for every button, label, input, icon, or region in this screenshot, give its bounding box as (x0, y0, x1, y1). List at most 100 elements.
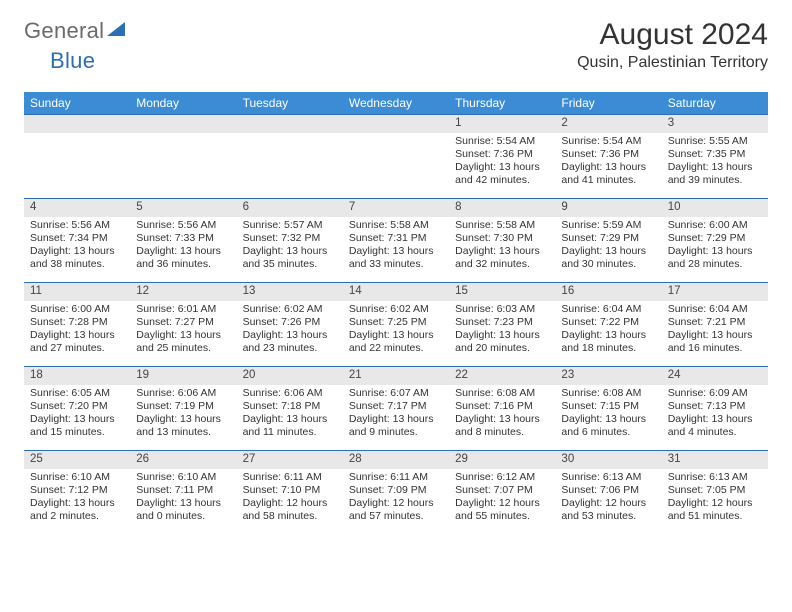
daylight-text: Daylight: 13 hours and 27 minutes. (30, 329, 124, 355)
day-body: Sunrise: 6:06 AMSunset: 7:18 PMDaylight:… (237, 385, 343, 446)
daylight-text: Daylight: 12 hours and 55 minutes. (455, 497, 549, 523)
day-number: 24 (662, 367, 768, 385)
day-cell: 6Sunrise: 5:57 AMSunset: 7:32 PMDaylight… (237, 198, 343, 282)
daylight-text: Daylight: 13 hours and 41 minutes. (561, 161, 655, 187)
day-cell: 15 Sunrise: 6:03 AMSunset: 7:23 PMDayligh… (449, 282, 555, 366)
day-cell: 13Sunrise: 6:02 AMSunset: 7:26 PMDayligh… (237, 282, 343, 366)
day-number: 19 (130, 367, 236, 385)
day-body: Sunrise: 6:08 AMSunset: 7:16 PMDaylight:… (449, 385, 555, 446)
daylight-text: Daylight: 12 hours and 51 minutes. (668, 497, 762, 523)
sunset-text: Sunset: 7:34 PM (30, 232, 124, 245)
day-body: Sunrise: 6:11 AMSunset: 7:10 PMDaylight:… (237, 469, 343, 530)
day-number: 14 (343, 283, 449, 301)
day-body: Sunrise: 6:06 AMSunset: 7:19 PMDaylight:… (130, 385, 236, 446)
daylight-text: Daylight: 13 hours and 18 minutes. (561, 329, 655, 355)
sunset-text: Sunset: 7:05 PM (668, 484, 762, 497)
sunrise-text: Sunrise: 6:13 AM (668, 471, 762, 484)
day-body: Sunrise: 6:02 AMSunset: 7:26 PMDaylight:… (237, 301, 343, 362)
daylight-text: Daylight: 13 hours and 8 minutes. (455, 413, 549, 439)
daylight-text: Daylight: 13 hours and 16 minutes. (668, 329, 762, 355)
day-number: 20 (237, 367, 343, 385)
weekday-header: Monday (130, 92, 236, 114)
day-body: Sunrise: 6:04 AMSunset: 7:21 PMDaylight:… (662, 301, 768, 362)
day-number: 16 (555, 283, 661, 301)
sunrise-text: Sunrise: 6:02 AM (243, 303, 337, 316)
daylight-text: Daylight: 13 hours and 11 minutes. (243, 413, 337, 439)
location-subtitle: Qusin, Palestinian Territory (577, 54, 768, 72)
sunset-text: Sunset: 7:21 PM (668, 316, 762, 329)
day-cell: 29Sunrise: 6:12 AMSunset: 7:07 PMDayligh… (449, 450, 555, 534)
sunset-text: Sunset: 7:23 PM (455, 316, 549, 329)
day-cell: 2Sunrise: 5:54 AMSunset: 7:36 PMDaylight… (555, 114, 661, 198)
sunset-text: Sunset: 7:35 PM (668, 148, 762, 161)
weekday-header: Wednesday (343, 92, 449, 114)
day-cell: 18Sunrise: 6:05 AMSunset: 7:20 PMDayligh… (24, 366, 130, 450)
sunrise-text: Sunrise: 5:56 AM (136, 219, 230, 232)
sunrise-text: Sunrise: 6:07 AM (349, 387, 443, 400)
sunset-text: Sunset: 7:17 PM (349, 400, 443, 413)
day-cell: 26Sunrise: 6:10 AMSunset: 7:11 PMDayligh… (130, 450, 236, 534)
day-body: Sunrise: 5:55 AMSunset: 7:35 PMDaylight:… (662, 133, 768, 194)
calendar-grid: SundayMondayTuesdayWednesdayThursdayFrid… (24, 92, 768, 534)
day-cell: 31Sunrise: 6:13 AMSunset: 7:05 PMDayligh… (662, 450, 768, 534)
day-cell: 9Sunrise: 5:59 AMSunset: 7:29 PMDaylight… (555, 198, 661, 282)
sunrise-text: Sunrise: 5:57 AM (243, 219, 337, 232)
day-number: 1 (449, 115, 555, 133)
daylight-text: Daylight: 13 hours and 0 minutes. (136, 497, 230, 523)
day-number (24, 115, 130, 133)
sunset-text: Sunset: 7:27 PM (136, 316, 230, 329)
day-number: 15 (449, 283, 555, 301)
sunrise-text: Sunrise: 6:04 AM (668, 303, 762, 316)
weekday-header: Saturday (662, 92, 768, 114)
day-cell: 21 Sunrise: 6:07 AMSunset: 7:17 PMDayligh… (343, 366, 449, 450)
sunrise-text: Sunrise: 6:06 AM (136, 387, 230, 400)
day-number: 17 (662, 283, 768, 301)
day-body: Sunrise: 5:54 AMSunset: 7:36 PMDaylight:… (449, 133, 555, 194)
sunset-text: Sunset: 7:33 PM (136, 232, 230, 245)
day-body: Sunrise: 6:10 AMSunset: 7:12 PMDaylight:… (24, 469, 130, 530)
day-body: Sunrise: 6:08 AMSunset: 7:15 PMDaylight:… (555, 385, 661, 446)
day-number (237, 115, 343, 133)
sunset-text: Sunset: 7:36 PM (561, 148, 655, 161)
sunset-text: Sunset: 7:36 PM (455, 148, 549, 161)
daylight-text: Daylight: 13 hours and 39 minutes. (668, 161, 762, 187)
day-number: 10 (662, 199, 768, 217)
sunset-text: Sunset: 7:26 PM (243, 316, 337, 329)
day-body: Sunrise: 6:12 AMSunset: 7:07 PMDaylight:… (449, 469, 555, 530)
sunset-text: Sunset: 7:20 PM (30, 400, 124, 413)
logo-text-general: General (24, 18, 104, 44)
sunset-text: Sunset: 7:32 PM (243, 232, 337, 245)
day-cell: 22Sunrise: 6:08 AMSunset: 7:16 PMDayligh… (449, 366, 555, 450)
day-number: 8 (449, 199, 555, 217)
sunset-text: Sunset: 7:13 PM (668, 400, 762, 413)
day-number: 28 (343, 451, 449, 469)
daylight-text: Daylight: 13 hours and 33 minutes. (349, 245, 443, 271)
day-body: Sunrise: 6:13 AMSunset: 7:06 PMDaylight:… (555, 469, 661, 530)
sunset-text: Sunset: 7:15 PM (561, 400, 655, 413)
sunrise-text: Sunrise: 6:04 AM (561, 303, 655, 316)
sunset-text: Sunset: 7:09 PM (349, 484, 443, 497)
daylight-text: Daylight: 13 hours and 36 minutes. (136, 245, 230, 271)
day-body: Sunrise: 5:54 AMSunset: 7:36 PMDaylight:… (555, 133, 661, 194)
day-body: Sunrise: 6:09 AMSunset: 7:13 PMDaylight:… (662, 385, 768, 446)
day-cell: 1Sunrise: 5:54 AMSunset: 7:36 PMDaylight… (449, 114, 555, 198)
sunset-text: Sunset: 7:18 PM (243, 400, 337, 413)
day-number: 4 (24, 199, 130, 217)
day-number: 30 (555, 451, 661, 469)
day-body: Sunrise: 5:57 AMSunset: 7:32 PMDaylight:… (237, 217, 343, 278)
day-number: 21 (343, 367, 449, 385)
day-number: 5 (130, 199, 236, 217)
sunrise-text: Sunrise: 6:03 AM (455, 303, 549, 316)
day-body: Sunrise: 6:04 AMSunset: 7:22 PMDaylight:… (555, 301, 661, 362)
daylight-text: Daylight: 13 hours and 20 minutes. (455, 329, 549, 355)
daylight-text: Daylight: 13 hours and 9 minutes. (349, 413, 443, 439)
daylight-text: Daylight: 13 hours and 30 minutes. (561, 245, 655, 271)
day-cell: 24Sunrise: 6:09 AMSunset: 7:13 PMDayligh… (662, 366, 768, 450)
sunrise-text: Sunrise: 6:02 AM (349, 303, 443, 316)
sunrise-text: Sunrise: 6:10 AM (30, 471, 124, 484)
sunrise-text: Sunrise: 6:01 AM (136, 303, 230, 316)
daylight-text: Daylight: 13 hours and 35 minutes. (243, 245, 337, 271)
day-cell: 8Sunrise: 5:58 AMSunset: 7:30 PMDaylight… (449, 198, 555, 282)
day-body: Sunrise: 5:59 AMSunset: 7:29 PMDaylight:… (555, 217, 661, 278)
day-number: 26 (130, 451, 236, 469)
